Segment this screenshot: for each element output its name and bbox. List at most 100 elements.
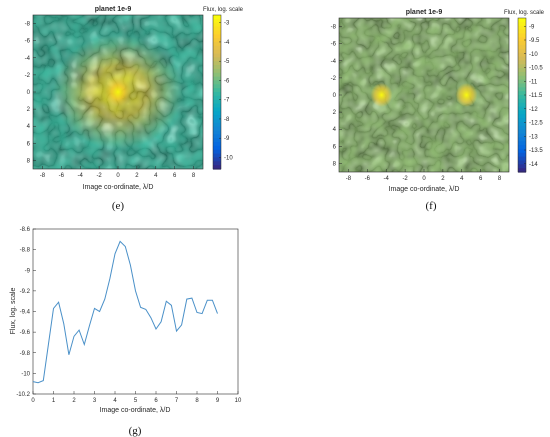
y-tick-label: -4 — [331, 59, 337, 65]
x-tick-label: 6 — [154, 398, 158, 404]
colorbar-segment — [213, 130, 221, 135]
colorbar-segment — [213, 15, 221, 20]
colorbar-segment — [213, 115, 221, 120]
colorbar-tick-label: -10 — [529, 52, 538, 58]
x-tick-label: 6 — [479, 176, 483, 182]
colorbar-segment — [213, 65, 221, 70]
colorbar-tick-label: -14 — [529, 162, 538, 168]
heatmap-panel-e: planet 1e-9 Flux, log. scale -8 -6 -4 -2 0 2 4… — [25, 6, 244, 212]
colorbar-tick-label: -12.5 — [529, 121, 543, 127]
y-tick-label: -9 — [25, 268, 31, 274]
chart-title: planet 1e-9 — [95, 6, 132, 13]
panel-caption-g: (g) — [129, 425, 142, 437]
y-tick-label: -8.6 — [20, 227, 31, 233]
x-axis-label: Image co-ordinate, λ/D — [83, 184, 154, 191]
x-tick-label: 4 — [113, 398, 117, 404]
y-tick-label: 6 — [27, 141, 31, 147]
x-tick-label: 9 — [216, 398, 220, 404]
y-tick-label: -9.2 — [20, 289, 31, 295]
x-tick-label: 2 — [135, 173, 139, 179]
y-tick-label: 0 — [27, 90, 31, 96]
x-tick-label: -8 — [346, 176, 352, 182]
y-tick-label: 8 — [27, 158, 31, 164]
colorbar-segment — [518, 87, 526, 92]
x-tick-label: -2 — [96, 173, 102, 179]
colorbar-segment — [213, 95, 221, 101]
x-axis-label: Image co-ordinate, λ/D — [389, 186, 460, 193]
colorbar-segment — [518, 68, 526, 73]
colorbar-segment — [518, 156, 526, 162]
colorbar-segment — [518, 64, 526, 69]
y-tick-label: -10.2 — [16, 392, 30, 398]
colorbar-label: Flux, log. scale — [504, 10, 545, 16]
chart-title: planet 1e-9 — [406, 9, 443, 16]
colorbar-segment — [518, 79, 526, 85]
colorbar-segment — [518, 91, 526, 96]
colorbar-segment — [518, 106, 526, 111]
x-tick-label: 7 — [175, 398, 179, 404]
colorbar-tick-label: -10.5 — [529, 66, 543, 72]
colorbar-segment — [518, 125, 526, 131]
colorbar-tick-label: -8 — [224, 117, 230, 123]
x-tick-label: 5 — [134, 398, 138, 404]
colorbar-segment — [213, 72, 221, 78]
x-tick-label: 8 — [192, 173, 196, 179]
colorbar-segment — [518, 98, 526, 104]
colorbar-tick-label: -5 — [224, 59, 230, 65]
colorbar-segment — [213, 68, 221, 74]
y-tick-label: 2 — [27, 107, 31, 113]
colorbar-segment — [518, 145, 526, 150]
colorbar-segment — [213, 138, 221, 143]
y-tick-label: 6 — [333, 144, 337, 150]
bright-spot — [104, 76, 132, 108]
colorbar-segment — [213, 92, 221, 97]
x-tick-label: 8 — [498, 176, 502, 182]
x-tick-label: -6 — [365, 176, 371, 182]
x-tick-label: 3 — [93, 398, 97, 404]
colorbar-segment — [518, 114, 526, 119]
heatmap-panel-f: planet 1e-9 Flux, log. scale -8 -6 -4 -2 0 2 4… — [331, 9, 545, 212]
x-tick-label: 0 — [31, 398, 35, 404]
y-tick-label: -8.8 — [20, 248, 31, 254]
colorbar-segment — [213, 57, 221, 62]
colorbar-tick-label: -12 — [529, 107, 538, 113]
y-tick-label: -8 — [25, 22, 31, 28]
colorbar-segment — [213, 18, 221, 24]
x-tick-label: 2 — [441, 176, 445, 182]
x-tick-label: -4 — [78, 173, 84, 179]
colorbar-tick-label: -13 — [529, 134, 538, 140]
y-tick-label: 2 — [333, 110, 337, 116]
y-tick-label: -10 — [21, 371, 30, 377]
colorbar-frame — [212, 14, 222, 170]
colorbar-segment — [518, 75, 526, 81]
colorbar-segment — [518, 18, 526, 23]
y-tick-label: -8 — [331, 25, 337, 31]
y-axis-label: Flux, log. scale — [10, 288, 17, 335]
colorbar-segment — [213, 30, 221, 35]
colorbar-segment — [213, 45, 221, 51]
colorbar-tick-label: -11.5 — [529, 93, 543, 99]
colorbar-segment — [213, 26, 221, 31]
colorbar-segment — [213, 153, 221, 159]
colorbar-segment — [213, 53, 221, 58]
colorbar-tick-label: -9 — [529, 24, 535, 30]
colorbar-segment — [213, 88, 221, 93]
x-tick-label: -6 — [59, 173, 65, 179]
colorbar-segment — [518, 83, 526, 88]
colorbar-segment — [213, 165, 221, 170]
colorbar-segment — [518, 25, 526, 31]
colorbar-segment — [213, 103, 221, 108]
colorbar-segment — [213, 149, 221, 155]
y-tick-label: -6 — [331, 42, 337, 48]
colorbar-tick-label: -6 — [224, 78, 230, 84]
colorbar-segment — [518, 95, 526, 100]
x-tick-label: 6 — [173, 173, 177, 179]
colorbar-segment — [518, 133, 526, 138]
colorbar-segment — [518, 41, 526, 46]
colorbar-segment — [213, 134, 221, 139]
colorbar-segment — [518, 71, 526, 77]
colorbar-segment — [518, 152, 526, 158]
colorbar-segment — [518, 44, 526, 50]
colorbar-tick-label: -9 — [224, 136, 230, 142]
colorbar-segment — [518, 29, 526, 34]
